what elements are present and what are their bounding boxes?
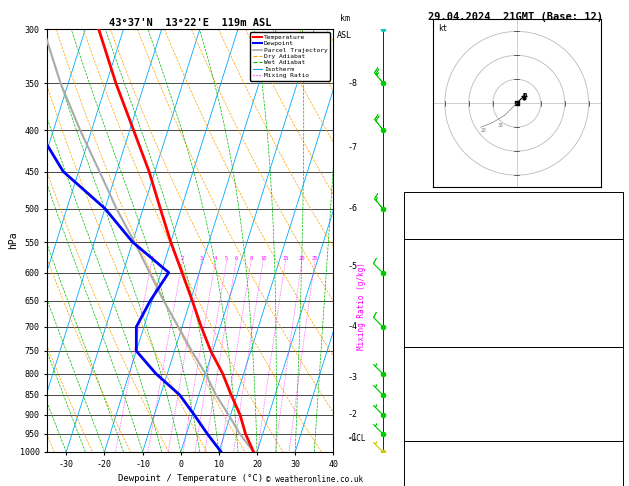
- Text: SREH: SREH: [409, 475, 430, 484]
- Text: 1: 1: [150, 256, 153, 260]
- Text: 20: 20: [299, 256, 305, 260]
- Text: -4: -4: [348, 322, 357, 331]
- Text: -2: -2: [348, 411, 357, 419]
- Text: 1006: 1006: [598, 366, 618, 375]
- Text: -8: -8: [348, 79, 357, 88]
- Text: θₑ(K): θₑ(K): [409, 289, 435, 297]
- Text: 0: 0: [613, 320, 618, 329]
- Text: 25: 25: [311, 256, 318, 260]
- Text: -3: -3: [348, 373, 357, 382]
- Text: ASL: ASL: [337, 32, 352, 40]
- Text: Hodograph: Hodograph: [491, 444, 536, 453]
- Text: 10: 10: [260, 256, 266, 260]
- Text: -1: -1: [348, 433, 357, 442]
- Text: -LCL: -LCL: [348, 434, 366, 443]
- Text: 8: 8: [250, 256, 253, 260]
- Text: Dewp (°C): Dewp (°C): [409, 273, 455, 282]
- Text: 2: 2: [613, 304, 618, 313]
- Text: 4: 4: [214, 256, 217, 260]
- Text: 27: 27: [608, 475, 618, 484]
- Text: 19.1: 19.1: [598, 258, 618, 266]
- Text: 12: 12: [608, 195, 618, 204]
- Text: -6: -6: [348, 204, 357, 213]
- Text: 0: 0: [613, 429, 618, 437]
- Text: Lifted Index: Lifted Index: [409, 398, 469, 406]
- Text: 28: 28: [481, 128, 487, 133]
- Text: -5: -5: [348, 262, 357, 271]
- Legend: Temperature, Dewpoint, Parcel Trajectory, Dry Adiabat, Wet Adiabat, Isotherm, Mi: Temperature, Dewpoint, Parcel Trajectory…: [250, 32, 330, 81]
- Text: km: km: [340, 14, 350, 23]
- Text: CAPE (J): CAPE (J): [409, 413, 450, 422]
- Text: PW (cm): PW (cm): [409, 226, 445, 235]
- Text: 22: 22: [608, 460, 618, 469]
- Text: 6: 6: [235, 256, 238, 260]
- Text: K: K: [409, 195, 415, 204]
- Text: 5: 5: [225, 256, 228, 260]
- Text: θₑ (K): θₑ (K): [409, 382, 440, 391]
- Text: 314: 314: [603, 289, 618, 297]
- Text: 314: 314: [603, 382, 618, 391]
- Text: Pressure (mb): Pressure (mb): [409, 366, 474, 375]
- Text: Surface: Surface: [496, 242, 531, 251]
- Text: Temp (°C): Temp (°C): [409, 258, 455, 266]
- Text: -7: -7: [348, 143, 357, 152]
- Text: © weatheronline.co.uk: © weatheronline.co.uk: [266, 474, 363, 484]
- Text: 1.6: 1.6: [603, 226, 618, 235]
- Text: 38: 38: [498, 123, 503, 128]
- Text: 2: 2: [181, 256, 184, 260]
- Text: Most Unstable: Most Unstable: [481, 351, 546, 360]
- Text: 15: 15: [282, 256, 289, 260]
- Y-axis label: hPa: hPa: [8, 232, 18, 249]
- Text: 39: 39: [608, 211, 618, 220]
- Text: CIN (J): CIN (J): [409, 429, 445, 437]
- Text: 0: 0: [613, 413, 618, 422]
- Text: CAPE (J): CAPE (J): [409, 320, 450, 329]
- Text: Totals Totals: Totals Totals: [409, 211, 474, 220]
- Text: 2: 2: [613, 398, 618, 406]
- Text: Mixing Ratio (g/kg): Mixing Ratio (g/kg): [357, 262, 366, 350]
- Title: 43°37'N  13°22'E  119m ASL: 43°37'N 13°22'E 119m ASL: [109, 18, 272, 28]
- Text: kt: kt: [438, 24, 447, 34]
- Text: 3: 3: [200, 256, 203, 260]
- Text: EH: EH: [409, 460, 420, 469]
- Text: Lifted Index: Lifted Index: [409, 304, 469, 313]
- Text: 0: 0: [613, 335, 618, 344]
- Text: 29.04.2024  21GMT (Base: 12): 29.04.2024 21GMT (Base: 12): [428, 12, 603, 22]
- X-axis label: Dewpoint / Temperature (°C): Dewpoint / Temperature (°C): [118, 474, 263, 483]
- Text: CIN (J): CIN (J): [409, 335, 445, 344]
- Text: 10.6: 10.6: [598, 273, 618, 282]
